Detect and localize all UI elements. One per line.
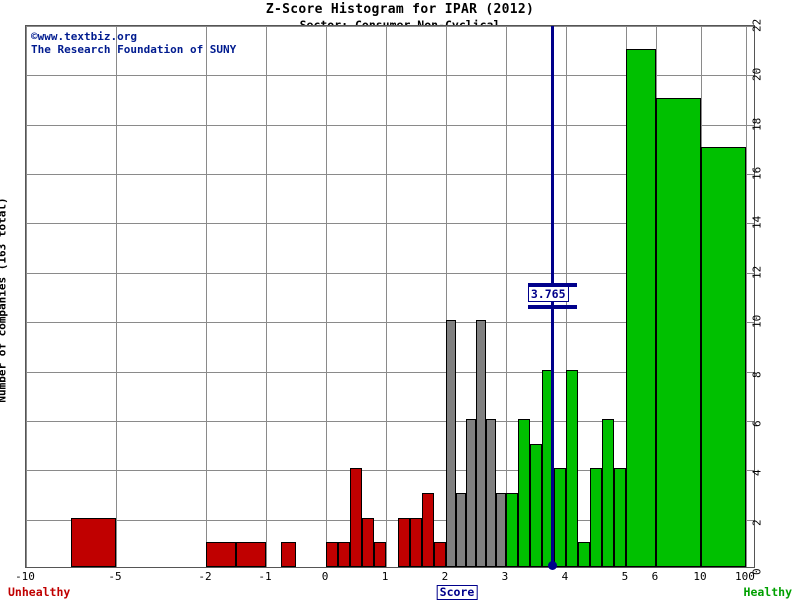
histogram-bar [529, 443, 542, 567]
histogram-bar [655, 98, 702, 567]
x-axis-tick-label: 100 [735, 570, 755, 583]
grid-line-vertical [116, 26, 117, 567]
histogram-bar [475, 320, 487, 567]
y-axis-title: Number of companies (163 total) [0, 197, 9, 403]
page-title: Z-Score Histogram for IPAR (2012) [265, 2, 535, 17]
histogram-bar [589, 468, 602, 567]
grid-line-vertical [326, 26, 328, 567]
grid-line-horizontal [26, 519, 754, 521]
histogram-bar [625, 48, 656, 567]
histogram-bar [374, 542, 387, 567]
y-axis-tick-label: 10 [750, 314, 764, 329]
histogram-bar [236, 542, 267, 567]
copyright-notice: ©www.textbiz.org The Research Foundation… [31, 30, 237, 56]
plot-area: 3.765 [25, 25, 755, 570]
x-axis-tick-label: -2 [198, 570, 212, 583]
x-axis-tick-label: 5 [621, 570, 629, 583]
x-axis-tick-label: 2 [441, 570, 449, 583]
grid-line-vertical [206, 26, 208, 567]
y-axis-tick-label: 12 [750, 265, 764, 279]
grid-line-horizontal [26, 470, 754, 472]
histogram-bar [281, 542, 297, 567]
histogram-bar [350, 468, 363, 567]
histogram-bar [326, 542, 339, 567]
x-axis-tick-label: 6 [651, 570, 659, 583]
y-axis-tick-label: 16 [750, 166, 764, 181]
histogram-bar [71, 517, 116, 567]
x-axis-tick-label: 1 [381, 570, 389, 583]
histogram-bar [565, 369, 578, 567]
histogram-bar [362, 517, 375, 567]
grid-line-horizontal [26, 322, 754, 324]
histogram-bar [505, 492, 518, 567]
x-axis-tick-label: 0 [321, 570, 329, 583]
histogram-bar [495, 492, 506, 567]
y-axis-tick-label: 4 [750, 469, 764, 477]
y-axis-tick-label: 2 [750, 519, 764, 526]
grid-line-vertical [745, 26, 747, 567]
y-axis-tick-label: 18 [750, 117, 764, 131]
histogram-bar [701, 147, 746, 567]
x-axis-title: Score [436, 585, 478, 600]
grid-line-vertical [445, 26, 447, 567]
grid-line-horizontal [26, 26, 754, 27]
grid-line-horizontal [26, 272, 754, 274]
marker-dot [547, 561, 557, 570]
histogram-bar [577, 542, 590, 567]
histogram-bar [456, 492, 466, 567]
y-axis-tick-label: 8 [750, 370, 764, 378]
grid-line-horizontal [26, 223, 754, 225]
grid-line-vertical [505, 26, 507, 567]
marker-label: 3.765 [527, 285, 569, 302]
grid-line-vertical [26, 26, 27, 567]
x-axis-tick-label: 4 [561, 570, 569, 583]
x-axis-tick-label: -1 [258, 570, 272, 583]
unhealthy-label: Unhealthy [8, 585, 71, 599]
grid-line-vertical [266, 26, 268, 567]
x-axis-tick-label: -5 [108, 570, 122, 583]
y-axis-tick-label: 14 [750, 216, 764, 230]
grid-line-vertical [386, 26, 388, 567]
histogram-bars [26, 26, 754, 567]
x-axis-tick-label: 10 [693, 570, 707, 583]
histogram-bar [338, 542, 351, 567]
grid-line-horizontal [26, 371, 754, 373]
x-axis-tick-label: 3 [501, 570, 509, 583]
histogram-bar [601, 418, 614, 567]
histogram-bar [206, 542, 237, 567]
grid-line-horizontal [26, 75, 754, 77]
grid-line-horizontal [26, 174, 754, 176]
histogram-bar [486, 418, 496, 567]
histogram-bar [445, 320, 457, 567]
y-axis-tick-label: 6 [750, 420, 764, 427]
histogram-bar [613, 468, 626, 567]
y-axis-tick-label: 22 [750, 18, 764, 32]
histogram-bar [465, 418, 476, 567]
histogram-bar [398, 517, 410, 567]
marker-cap-bottom [527, 304, 577, 309]
histogram-bar [553, 468, 566, 567]
grid-line-horizontal [26, 124, 754, 126]
histogram-bar [517, 418, 530, 567]
healthy-label: Healthy [743, 585, 792, 599]
marker-cap-top [527, 282, 577, 287]
grid-line-horizontal [26, 420, 754, 422]
x-axis-tick-label: -10 [15, 570, 35, 583]
histogram-bar [421, 492, 434, 567]
histogram-bar [410, 517, 422, 567]
histogram-bar [433, 542, 446, 567]
y-axis-tick-label: 20 [750, 68, 764, 82]
